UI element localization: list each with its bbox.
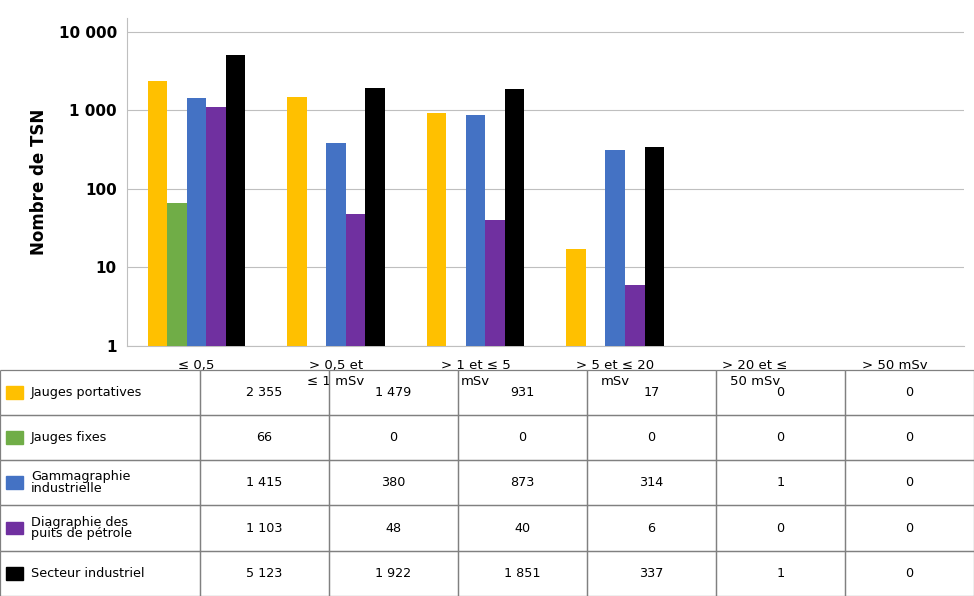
Text: 6: 6 bbox=[648, 522, 656, 535]
Text: Secteur industriel: Secteur industriel bbox=[31, 567, 145, 580]
Text: Jauges fixes: Jauges fixes bbox=[31, 431, 107, 444]
Bar bbox=[505, 89, 525, 596]
Text: 17: 17 bbox=[643, 386, 659, 399]
Bar bbox=[6, 431, 23, 444]
Text: Gammagraphie: Gammagraphie bbox=[31, 470, 131, 483]
Text: 0: 0 bbox=[906, 522, 914, 535]
Text: 1 103: 1 103 bbox=[246, 522, 282, 535]
Y-axis label: Nombre de TSN: Nombre de TSN bbox=[29, 108, 48, 255]
Text: Jauges portatives: Jauges portatives bbox=[31, 386, 142, 399]
Bar bbox=[427, 113, 446, 596]
Text: puits de pétrole: puits de pétrole bbox=[31, 527, 132, 541]
Text: 0: 0 bbox=[776, 431, 784, 444]
Text: 40: 40 bbox=[514, 522, 531, 535]
Bar bbox=[606, 150, 625, 596]
Text: 1 479: 1 479 bbox=[375, 386, 411, 399]
Bar bbox=[6, 476, 23, 489]
Text: 314: 314 bbox=[639, 476, 663, 489]
Text: 380: 380 bbox=[381, 476, 405, 489]
Text: 0: 0 bbox=[518, 431, 526, 444]
Bar bbox=[567, 249, 586, 596]
Text: 0: 0 bbox=[906, 386, 914, 399]
Bar bbox=[365, 88, 385, 596]
Text: 5 123: 5 123 bbox=[246, 567, 282, 580]
Text: 1: 1 bbox=[776, 476, 784, 489]
Bar bbox=[168, 203, 187, 596]
Bar bbox=[645, 147, 664, 596]
Text: 0: 0 bbox=[906, 476, 914, 489]
Text: 931: 931 bbox=[510, 386, 535, 399]
Text: 0: 0 bbox=[648, 431, 656, 444]
Bar bbox=[745, 346, 765, 596]
Text: 337: 337 bbox=[639, 567, 663, 580]
Text: 873: 873 bbox=[510, 476, 535, 489]
Bar bbox=[187, 98, 206, 596]
Text: 66: 66 bbox=[256, 431, 272, 444]
Text: 1 415: 1 415 bbox=[246, 476, 282, 489]
Text: 0: 0 bbox=[906, 567, 914, 580]
Text: 1 922: 1 922 bbox=[375, 567, 411, 580]
Text: 48: 48 bbox=[385, 522, 401, 535]
Bar bbox=[6, 386, 23, 399]
Bar bbox=[485, 220, 505, 596]
Bar bbox=[6, 567, 23, 580]
Bar bbox=[226, 54, 245, 596]
Bar bbox=[148, 81, 168, 596]
Bar bbox=[6, 522, 23, 535]
Bar bbox=[206, 107, 226, 596]
Bar bbox=[466, 115, 485, 596]
Text: 0: 0 bbox=[906, 431, 914, 444]
Bar bbox=[326, 143, 346, 596]
Text: 0: 0 bbox=[776, 386, 784, 399]
Text: Diagraphie des: Diagraphie des bbox=[31, 516, 129, 529]
Text: 2 355: 2 355 bbox=[246, 386, 282, 399]
Text: 0: 0 bbox=[390, 431, 397, 444]
Text: 1 851: 1 851 bbox=[505, 567, 541, 580]
Text: industrielle: industrielle bbox=[31, 482, 103, 495]
Bar bbox=[625, 285, 645, 596]
Bar bbox=[346, 214, 365, 596]
Bar bbox=[287, 97, 307, 596]
Text: 0: 0 bbox=[776, 522, 784, 535]
Text: 1: 1 bbox=[776, 567, 784, 580]
Bar bbox=[784, 346, 804, 596]
